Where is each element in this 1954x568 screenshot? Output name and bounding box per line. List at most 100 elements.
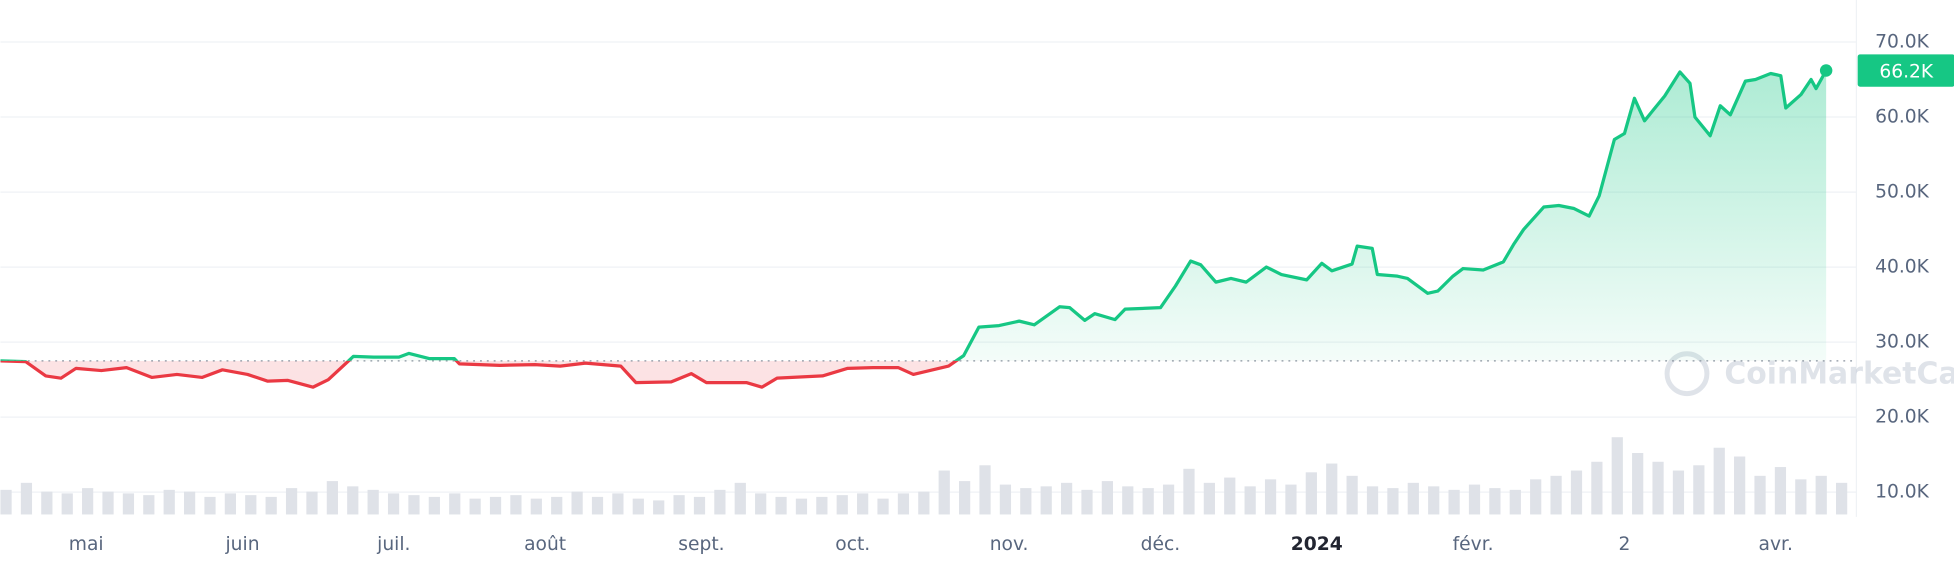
volume-bar [1081,489,1093,515]
volume-bar [1611,437,1623,515]
volume-bar [41,491,53,515]
volume-bar [449,493,461,515]
volume-bar [245,495,257,515]
volume-bar [1142,488,1154,515]
volume-bar [1203,482,1215,515]
volume-bar [1305,472,1317,515]
volume-bar [551,496,563,515]
volume-bar [1530,479,1542,515]
volume-bar [632,498,644,515]
volume-bar [612,493,624,515]
volume-bar [816,496,828,515]
volume-bar [1264,479,1277,515]
volume-bar [1652,461,1664,515]
last-point [1819,64,1833,77]
volume-bar [1693,465,1705,515]
volume-bar [0,489,12,515]
volume-bar [1468,484,1481,515]
volume-bar [1407,482,1419,515]
volume-bar [755,493,767,515]
y-tick-label: 30.0K [1875,332,1930,353]
volume-bar [1509,489,1521,515]
volume-bar [122,493,135,515]
volume-bar [20,482,33,515]
volume-bar [163,489,175,515]
x-tick-label: avr. [1759,534,1793,555]
volume-bar [183,491,196,515]
volume-bar [224,493,237,515]
volume-bar [285,488,298,515]
volume-bar [1101,481,1113,515]
volume-bar [1713,447,1725,515]
volume-bar [1040,486,1052,515]
x-tick-label: oct. [835,534,870,555]
x-tick-label: nov. [990,534,1029,555]
volume-bar [693,496,706,515]
volume-bar [1326,463,1338,515]
volume-bar [775,496,787,515]
volume-bar [387,493,400,515]
y-tick-label: 70.0K [1875,32,1930,53]
volume-bar [1774,467,1787,515]
volume-bar [1591,461,1603,515]
volume-bar [918,491,930,515]
volume-bar [82,488,94,515]
volume-bar [204,496,216,515]
x-tick-label: août [524,534,566,555]
volume-bar [326,481,338,515]
price-tag [1857,54,1954,87]
area-up [0,70,1827,361]
x-tick-label: juin [224,534,259,555]
volume-bar [1672,470,1685,515]
volume-bar [367,489,379,515]
volume-bar [469,498,481,515]
volume-bar [306,491,318,515]
volume-bar [1489,488,1501,515]
volume-bar [1183,468,1195,515]
volume-bar [1815,475,1827,515]
volume-bar [959,481,971,515]
y-tick-label: 20.0K [1875,407,1930,428]
volume-bar [1632,453,1644,515]
volume-bar [1734,456,1746,515]
y-tick-label: 60.0K [1875,107,1930,128]
x-tick-label: févr. [1453,534,1494,555]
volume-bar [653,500,665,515]
price-tag-label: 66.2K [1879,61,1934,82]
volume-bar [143,495,155,515]
volume-bar [938,470,950,515]
volume-bar [1020,488,1032,515]
volume-bar [61,493,73,515]
volume-bar [1244,486,1256,515]
volume-bar [734,482,746,515]
volume-bar [571,491,583,515]
volume-bar [1570,470,1583,515]
volume-bar [489,496,502,515]
volume-bar [1428,486,1440,515]
volume-bar [1060,482,1073,515]
volume-bar [1224,477,1236,515]
x-tick-label: sept. [678,534,724,555]
volume-bar [1285,484,1297,515]
volume-bar [999,484,1012,515]
volume-bar [1387,488,1399,515]
volume-bar [979,465,991,515]
volume-bar [673,495,685,515]
volume-bar [428,496,440,515]
volume-bar [347,486,359,515]
volume-bar [1550,475,1562,515]
x-tick-label: 2024 [1291,534,1343,555]
volume-bar [1122,486,1134,515]
volume-bar [1162,484,1175,515]
volume-bar [1754,475,1766,515]
volume-bar [530,498,542,515]
volume-bar [877,498,889,515]
volume-bar [1366,486,1379,515]
y-tick-label: 50.0K [1875,182,1930,203]
volume-bar [265,496,277,515]
volume-bar [1795,479,1807,515]
volume-bar [591,496,604,515]
x-tick-label: déc. [1141,534,1181,555]
volume-bar [408,495,420,515]
